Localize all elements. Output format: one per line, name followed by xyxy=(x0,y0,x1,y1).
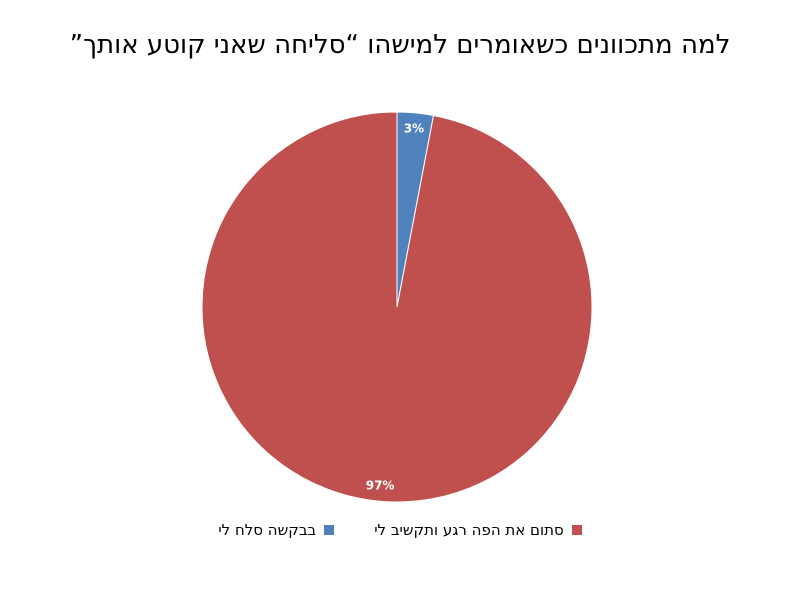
pie-data-label-0: 3% xyxy=(404,121,424,135)
legend-item-blue: בבקשה סלח לי xyxy=(218,521,335,539)
pie-slice-1 xyxy=(201,111,593,503)
legend-item-red: סתום את הפה רגע ותקשיב לי xyxy=(374,521,582,539)
pie-slices xyxy=(201,111,593,503)
pie-data-label-1: 97% xyxy=(366,479,395,493)
chart-title: למה מתכוונים כשאומרים למישהו “סליחה שאני… xyxy=(69,30,731,60)
legend-swatch-red xyxy=(571,525,582,535)
legend-swatch-blue xyxy=(324,525,335,535)
pie-labels: 3% 97% xyxy=(366,121,424,492)
legend-label-blue: בבקשה סלח לי xyxy=(218,521,317,539)
legend-label-red: סתום את הפה רגע ותקשיב לי xyxy=(374,521,564,539)
chart-legend: סתום את הפה רגע ותקשיב לי בבקשה סלח לי xyxy=(0,521,800,539)
